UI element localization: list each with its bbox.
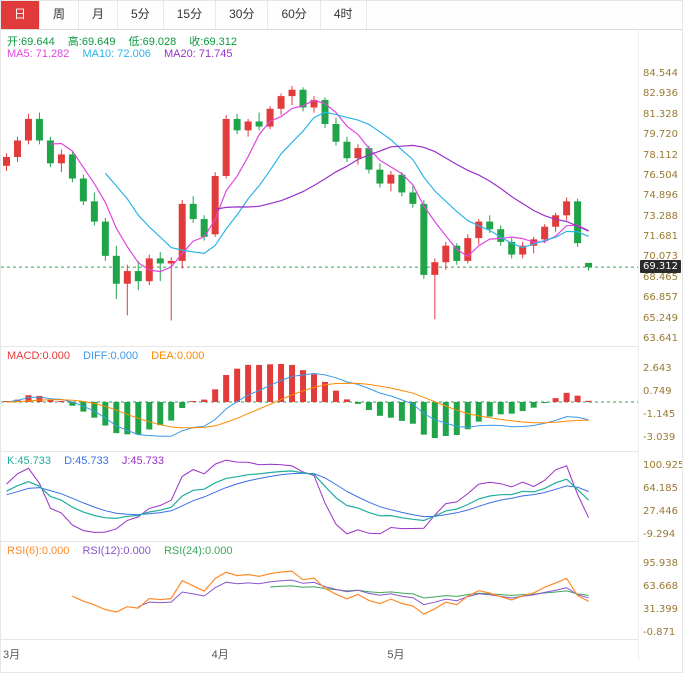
y-axis-tick: 68.465 <box>643 271 678 283</box>
y-axis-tick: 100.925 <box>643 460 683 471</box>
y-axis-tick: -9.294 <box>643 529 676 540</box>
close-value: 收:69.312 <box>189 36 237 48</box>
tab-30分[interactable]: 30分 <box>216 1 269 29</box>
y-axis-tick: 64.185 <box>643 483 678 494</box>
k-value: K:45.733 <box>7 455 52 467</box>
rsi-legend: RSI(6):0.000 RSI(12):0.000 RSI(24):0.000 <box>7 545 242 557</box>
y-axis-tick: 78.112 <box>643 149 678 161</box>
y-axis-tick: 66.857 <box>643 292 678 304</box>
y-axis-tick: 95.938 <box>643 558 678 569</box>
y-axis-tick: 63.641 <box>643 333 678 344</box>
x-axis-label: 3月 <box>3 649 21 661</box>
rsi-plot[interactable] <box>1 542 638 640</box>
y-axis-tick: 82.936 <box>643 88 678 100</box>
y-axis-tick: 27.446 <box>643 506 678 517</box>
y-axis-tick: 79.720 <box>643 129 678 141</box>
j-value: J:45.733 <box>121 455 165 467</box>
tab-5分[interactable]: 5分 <box>118 1 164 29</box>
low-value: 低:69.028 <box>128 36 177 48</box>
y-axis-tick: -0.871 <box>643 627 676 638</box>
rsi6-value: RSI(6):0.000 <box>7 545 70 557</box>
ma5-value: MA5: 71.282 <box>7 48 70 60</box>
rsi24-value: RSI(24):0.000 <box>163 545 233 557</box>
y-axis-tick: -1.145 <box>643 409 676 420</box>
right-price-axis: 84.544 82.936 81.328 79.720 78.112 76.504 74.8… <box>638 29 683 661</box>
y-axis-tick: 2.643 <box>643 363 672 374</box>
rsi-panel: RSI(6):0.000 RSI(12):0.000 RSI(24):0.000 <box>1 541 638 639</box>
kdj-legend: K:45.733 D:45.733 J:45.733 <box>7 455 174 467</box>
diff-value: DIFF:0.000 <box>83 350 139 362</box>
y-axis-tick: 31.399 <box>643 604 678 615</box>
macd-legend: MACD:0.000 DIFF:0.000 DEA:0.000 <box>7 350 214 362</box>
kdj-plot[interactable] <box>1 452 638 542</box>
y-axis-tick: 74.896 <box>643 190 678 202</box>
y-axis-tick: 71.681 <box>643 231 678 243</box>
tab-日[interactable]: 日 <box>1 1 41 29</box>
y-axis-tick: 65.249 <box>643 312 678 324</box>
x-axis-label: 5月 <box>387 649 405 661</box>
y-axis-tick: 70.073 <box>643 251 678 263</box>
x-axis: 3月 4月 5月 <box>1 639 638 663</box>
macd-panel: MACD:0.000 DIFF:0.000 DEA:0.000 <box>1 346 638 451</box>
y-axis-tick: 81.328 <box>643 108 678 120</box>
main-candlestick-panel: 开:69.644 高:69.649 低:69.028 收:69.312 MA5:… <box>1 29 638 346</box>
main-chart-plot[interactable] <box>1 29 638 346</box>
kdj-panel: K:45.733 D:45.733 J:45.733 <box>1 451 638 541</box>
d-value: D:45.733 <box>64 455 109 467</box>
rsi12-value: RSI(12):0.000 <box>82 545 151 557</box>
high-value: 高:69.649 <box>67 36 116 48</box>
y-axis-tick: 84.544 <box>643 68 678 79</box>
ohlc-legend: 开:69.644 高:69.649 低:69.028 收:69.312 <box>7 33 247 49</box>
tab-4时[interactable]: 4时 <box>321 1 367 29</box>
y-axis-tick: 63.668 <box>643 581 678 592</box>
tab-周[interactable]: 周 <box>40 1 80 29</box>
dea-value: DEA:0.000 <box>151 350 205 362</box>
macd-value: MACD:0.000 <box>7 350 70 362</box>
y-axis-tick: 76.504 <box>643 169 678 181</box>
y-axis-tick: 0.749 <box>643 386 672 397</box>
ma20-value: MA20: 71.745 <box>164 48 233 60</box>
tab-月[interactable]: 月 <box>79 1 119 29</box>
y-axis-tick: -3.039 <box>643 432 676 443</box>
ma-legend: MA5: 71.282 MA10: 72.006 MA20: 71.745 <box>7 48 243 60</box>
y-axis-tick: 73.288 <box>643 210 678 222</box>
current-price-tag: 69.312 <box>640 260 681 274</box>
open-value: 开:69.644 <box>7 36 55 48</box>
x-axis-label: 4月 <box>211 649 229 661</box>
macd-plot[interactable] <box>1 347 638 452</box>
tab-15分[interactable]: 15分 <box>164 1 217 29</box>
timeframe-tabbar: 日周月 5分 15分 30分 60分 4时 <box>1 1 682 30</box>
ma10-value: MA10: 72.006 <box>82 48 151 60</box>
tab-60分[interactable]: 60分 <box>268 1 321 29</box>
